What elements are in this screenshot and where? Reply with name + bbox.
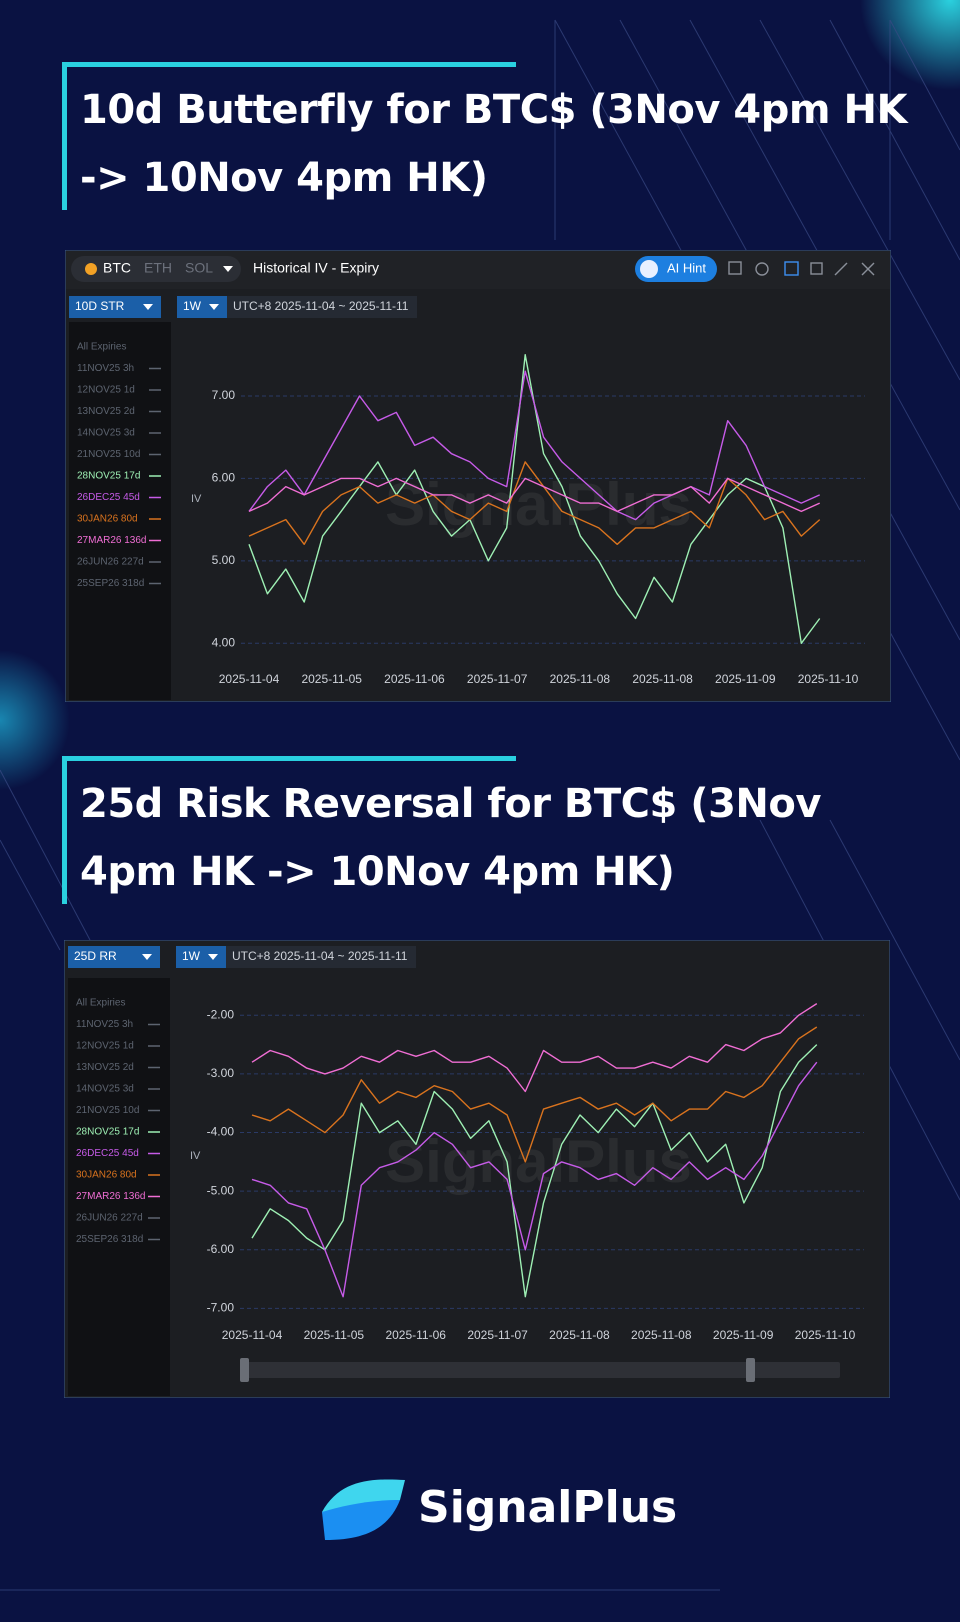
legend-item[interactable]: 13NOV25 2d <box>77 406 135 417</box>
legend-item[interactable]: 12NOV25 1d <box>76 1041 134 1052</box>
y-tick-label: -6.00 <box>207 1242 235 1256</box>
y-axis-label: IV <box>191 493 202 505</box>
series-line <box>251 1003 818 1093</box>
selector[interactable]: 10D STR <box>75 299 125 313</box>
x-tick-label: 2025-11-09 <box>713 1328 774 1342</box>
heading: 10d Butterfly for BTC$ (3Nov 4pm HK -> 1… <box>80 87 907 201</box>
range-box <box>227 296 417 318</box>
y-tick-label: 5.00 <box>212 553 236 567</box>
dropdown-arrow <box>208 954 218 960</box>
legend-item[interactable]: 11NOV25 3h <box>77 363 134 374</box>
watermark: SignalPlus <box>385 1128 692 1195</box>
legend-item[interactable]: 11NOV25 3h <box>76 1019 133 1030</box>
ai-hint-label[interactable]: AI Hint <box>667 260 706 275</box>
legend-item[interactable]: 26DEC25 45d <box>77 492 140 503</box>
dropdown-arrow <box>209 304 219 310</box>
date-range: UTC+8 2025-11-04 ~ 2025-11-11 <box>232 949 408 963</box>
x-tick-label: 2025-11-06 <box>385 1328 446 1342</box>
y-tick-label: -5.00 <box>207 1183 235 1197</box>
range-box <box>226 946 416 968</box>
ai-hint-button[interactable] <box>635 256 717 282</box>
chart-panel: BTC ETH SOL Historical IV - Expiry AI Hi… <box>65 250 891 702</box>
scrollbar-handle[interactable] <box>746 1358 755 1382</box>
legend-item[interactable]: 27MAR26 136d <box>76 1191 146 1202</box>
view-title: Historical IV - Expiry <box>253 260 379 276</box>
sidebar <box>68 978 170 1396</box>
x-tick-label: 2025-11-04 <box>222 1328 283 1342</box>
x-tick-label: 2025-11-08 <box>549 1328 610 1342</box>
dropdown-arrow <box>142 954 152 960</box>
x-tick-label: 2025-11-10 <box>798 672 859 686</box>
sidebar <box>69 322 171 700</box>
legend-item[interactable]: 25SEP26 318d <box>77 578 144 589</box>
selector[interactable]: 25D RR <box>74 949 117 963</box>
y-tick-label: -2.00 <box>207 1007 235 1021</box>
legend-header: All Expiries <box>77 342 126 353</box>
series-line <box>251 1026 818 1163</box>
x-tick-label: 2025-11-10 <box>795 1328 856 1342</box>
y-axis-label: IV <box>190 1150 201 1162</box>
legend-item[interactable]: 26JUN26 227d <box>76 1213 143 1224</box>
legend-item[interactable]: 12NOV25 1d <box>77 385 135 396</box>
y-tick-label: 7.00 <box>212 388 236 402</box>
x-tick-label: 2025-11-08 <box>550 672 611 686</box>
legend-item[interactable]: 28NOV25 17d <box>76 1127 139 1138</box>
coin-tab[interactable]: ETH <box>144 260 172 276</box>
legend-item[interactable]: 30JAN26 80d <box>77 514 138 525</box>
legend-item[interactable]: 26JUN26 227d <box>77 557 144 568</box>
legend-item[interactable]: 30JAN26 80d <box>76 1170 137 1181</box>
dropdown-arrow <box>143 304 153 310</box>
legend-item[interactable]: 14NOV25 3d <box>76 1084 134 1095</box>
selector-box[interactable] <box>69 296 161 318</box>
watermark: SignalPlus <box>385 471 692 538</box>
y-tick-label: -3.00 <box>207 1066 235 1080</box>
y-tick-label: -4.00 <box>207 1125 235 1139</box>
period-box[interactable] <box>176 946 226 968</box>
series-line <box>251 1061 818 1298</box>
x-tick-label: 2025-11-08 <box>631 1328 692 1342</box>
series-line <box>248 370 820 521</box>
y-tick-label: 4.00 <box>212 635 236 649</box>
series-line <box>248 461 821 545</box>
period[interactable]: 1W <box>183 299 202 313</box>
date-range: UTC+8 2025-11-04 ~ 2025-11-11 <box>233 299 409 313</box>
brand-name: SignalPlus <box>418 1482 678 1533</box>
legend-item[interactable]: 27MAR26 136d <box>77 535 147 546</box>
logo-mark <box>322 1479 405 1540</box>
legend-item[interactable]: 26DEC25 45d <box>76 1148 139 1159</box>
legend-item[interactable]: 14NOV25 3d <box>77 428 135 439</box>
heading: 25d Risk Reversal for BTC$ (3Nov 4pm HK … <box>80 781 821 895</box>
x-tick-label: 2025-11-04 <box>219 672 280 686</box>
period-box[interactable] <box>177 296 227 318</box>
x-tick-label: 2025-11-05 <box>304 1328 365 1342</box>
y-tick-label: -7.00 <box>207 1301 235 1315</box>
legend-item[interactable]: 21NOV25 10d <box>76 1105 139 1116</box>
x-tick-label: 2025-11-07 <box>467 672 528 686</box>
period[interactable]: 1W <box>182 949 201 963</box>
x-tick-label: 2025-11-07 <box>467 1328 528 1342</box>
legend-item[interactable]: 21NOV25 10d <box>77 449 140 460</box>
x-tick-label: 2025-11-05 <box>301 672 362 686</box>
series-line <box>251 1044 818 1298</box>
scrollbar-track <box>244 1362 840 1378</box>
y-tick-label: 6.00 <box>212 471 236 485</box>
legend-item[interactable]: 13NOV25 2d <box>76 1062 134 1073</box>
coin-tab[interactable]: SOL <box>185 260 213 276</box>
x-tick-label: 2025-11-06 <box>384 672 445 686</box>
legend-item[interactable]: 25SEP26 318d <box>76 1234 143 1245</box>
scrollbar-handle[interactable] <box>240 1358 249 1382</box>
coin-tab[interactable]: BTC <box>103 260 131 276</box>
selector-box[interactable] <box>68 946 160 968</box>
legend-header: All Expiries <box>76 998 125 1009</box>
legend-item[interactable]: 28NOV25 17d <box>77 471 140 482</box>
x-tick-label: 2025-11-09 <box>715 672 776 686</box>
chart-panel: 25D RR 1W UTC+8 2025-11-04 ~ 2025-11-11 All… <box>64 940 890 1398</box>
x-tick-label: 2025-11-08 <box>632 672 693 686</box>
series-line <box>248 477 820 513</box>
